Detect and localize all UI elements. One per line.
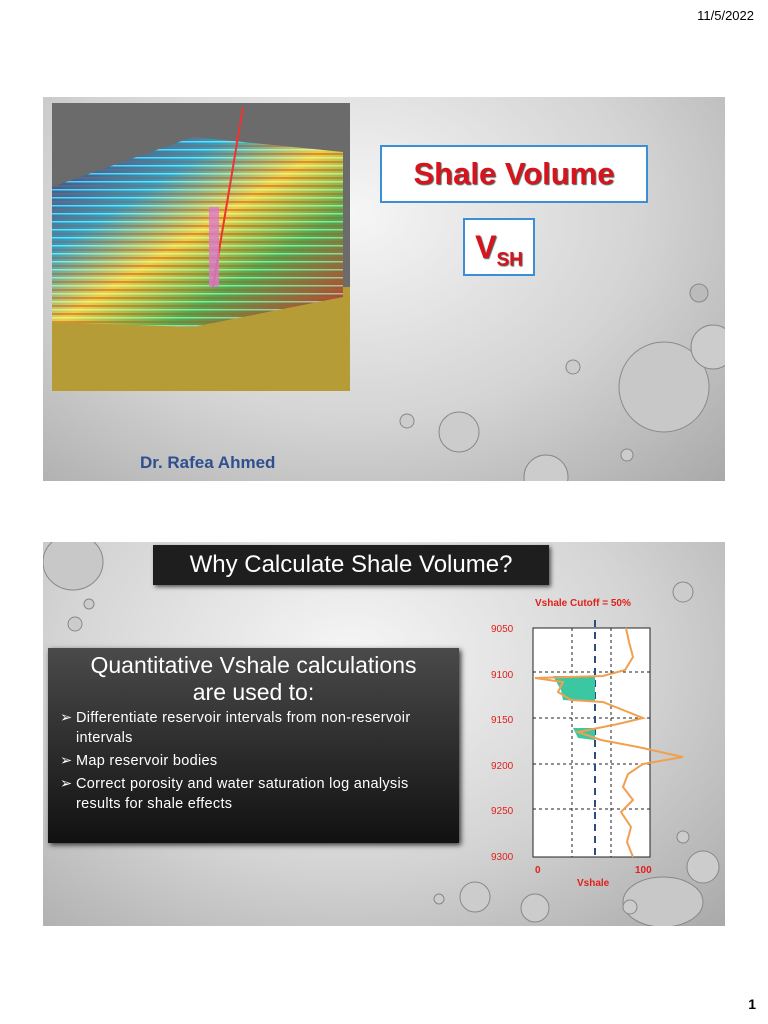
slide-1-art [52,103,725,481]
bullet: Correct porosity and water saturation lo… [60,774,451,814]
x-tick: 0 [535,865,541,876]
depth-tick: 9250 [491,806,514,818]
symbol-box: VSH [463,218,535,276]
info-box: Quantitative Vshale calculations are use… [48,648,459,843]
author: Dr. Rafea Ahmed [140,453,276,472]
box-heading: Quantitative Vshale calculations are use… [90,652,417,705]
slide-1-title: Shale Volume [380,145,648,203]
cutoff-label: Vshale Cutoff = 50% [535,598,631,609]
depth-tick: 9100 [491,669,514,681]
symbol-subscript: SH [496,249,523,271]
bullet-list: Differentiate reservoir intervals from n… [48,708,459,814]
date: 11/5/2022 [697,8,754,23]
bullet: Differentiate reservoir intervals from n… [60,708,451,748]
x-tick: 100 [635,865,652,876]
depth-tick: 9050 [491,624,514,635]
page-number: 1 [748,996,756,1012]
slide-1: Shale Volume VSH Dr. Rafea Ahmed [43,97,725,481]
x-label: Vshale [577,878,610,889]
depth-tick: 9300 [491,852,514,863]
slide-2-title: Why Calculate Shale Volume? [153,545,549,585]
bullet: Map reservoir bodies [60,751,451,771]
slide-2: Why Calculate Shale Volume? Quantitative… [43,542,725,926]
vshale-figure [532,620,684,858]
slide-2-art [43,542,720,926]
depth-tick: 9200 [491,760,514,772]
symbol: V [475,229,497,265]
depth-tick: 9150 [491,715,514,727]
